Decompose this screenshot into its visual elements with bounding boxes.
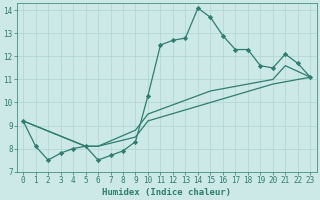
X-axis label: Humidex (Indice chaleur): Humidex (Indice chaleur): [102, 188, 231, 197]
